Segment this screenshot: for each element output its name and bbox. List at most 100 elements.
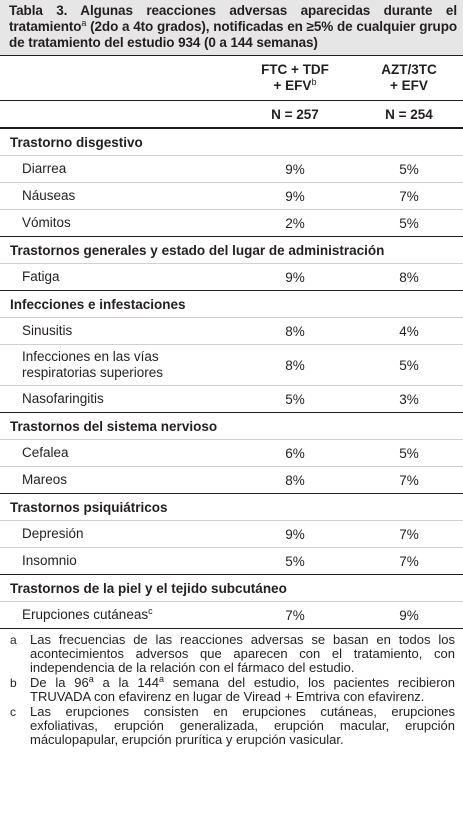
row-sup: c: [148, 606, 153, 616]
cell-value: 5%: [235, 547, 355, 575]
cell-value: 9%: [235, 263, 355, 291]
cell-value: 6%: [235, 439, 355, 467]
footnote-sup: a: [159, 674, 165, 684]
group-row: Trastornos psiquiátricos: [0, 494, 463, 521]
data-row: Vómitos 2% 5%: [0, 209, 463, 237]
row-label-cell: Diarrea: [0, 155, 235, 183]
group-name: Trastornos de la piel y el tejido subcut…: [10, 580, 287, 596]
row-label: Fatiga: [22, 269, 60, 284]
row-label-cell: Fatiga: [0, 263, 235, 291]
footnote-segment: Las erupciones consisten en erupciones c…: [30, 704, 455, 747]
row-label: Depresión: [22, 526, 84, 541]
data-row: Náuseas 9% 7%: [0, 182, 463, 210]
cell-value: 7%: [355, 182, 463, 210]
group-row: Trastornos del sistema nervioso: [0, 413, 463, 440]
group-name: Trastorno disgestivo: [10, 134, 143, 150]
row-label: Sinusitis: [22, 323, 73, 338]
footnote-mark: c: [10, 705, 16, 719]
column-header: AZT/3TC + EFV: [355, 56, 463, 101]
row-label-cell: Cefalea: [0, 439, 235, 467]
n-value: N = 257: [235, 100, 355, 129]
footnote-segment: Las frecuencias de las reacciones advers…: [30, 632, 455, 675]
group-name: Trastornos psiquiátricos: [10, 499, 168, 515]
cell-value: 8%: [355, 263, 463, 291]
row-label: Mareos: [22, 472, 68, 487]
cell-value: 5%: [355, 344, 463, 386]
row-label-cell: Insomnio: [0, 547, 235, 575]
cell-value: 7%: [355, 520, 463, 548]
group-row: Trastorno disgestivo: [0, 128, 463, 156]
footnote-text: Las erupciones consisten en erupciones c…: [30, 705, 455, 747]
group-name: Trastornos del sistema nervioso: [10, 418, 218, 434]
cell-value: 5%: [355, 439, 463, 467]
column-sup: b: [311, 77, 317, 87]
cell-value: 9%: [355, 601, 463, 629]
row-label: Erupciones cutáneas: [22, 607, 149, 622]
row-label: Nasofaringitis: [22, 391, 104, 406]
row-label-cell: Infecciones en las vías respiratorias su…: [0, 344, 235, 386]
data-row: Nasofaringitis 5% 3%: [0, 385, 463, 413]
footnote: b De la 96a a la 144a semana del estudio,…: [10, 674, 455, 704]
cell-value: 7%: [235, 601, 355, 629]
cell-value: 8%: [235, 344, 355, 386]
cell-value: 9%: [235, 182, 355, 210]
title-text: (2do a 4to grados), notificadas en ≥5% d…: [9, 19, 457, 50]
data-row: Erupciones cutáneasc 7% 9%: [0, 601, 463, 629]
cell-value: 5%: [235, 385, 355, 413]
row-label-cell: Nasofaringitis: [0, 385, 235, 413]
footnote: c Las erupciones consisten en erupciones …: [10, 705, 455, 747]
footnote-sup: a: [88, 674, 94, 684]
cell-value: 2%: [235, 209, 355, 237]
footnote-segment: a la 144: [93, 675, 160, 690]
data-row: Diarrea 9% 5%: [0, 155, 463, 183]
row-label-cell: Vómitos: [0, 209, 235, 237]
table: FTC + TDF + EFVb AZT/3TC + EFV N = 257 N = 25…: [0, 56, 463, 629]
footnotes: a Las frecuencias de las reacciones adver…: [0, 629, 463, 747]
cell-value: 9%: [235, 155, 355, 183]
column-name: AZT/3TC: [381, 62, 437, 77]
row-label: Cefalea: [22, 445, 69, 460]
group-row: Trastornos generales y estado del lugar …: [0, 237, 463, 264]
row-label: Infecciones en las vías respiratorias su…: [22, 349, 164, 380]
row-label-cell: Depresión: [0, 520, 235, 548]
row-label: Diarrea: [22, 161, 67, 176]
cell-value: 5%: [355, 155, 463, 183]
title-text: Tabla 3. Algunas reacciones adversas apa…: [9, 3, 457, 34]
n-row: N = 257 N = 254: [0, 100, 463, 129]
column-name: + EFV: [273, 78, 312, 93]
row-label-cell: Sinusitis: [0, 317, 235, 345]
group-name: Trastornos generales y estado del lugar …: [10, 242, 385, 258]
footnote-mark: a: [10, 633, 17, 647]
row-label-cell: Erupciones cutáneasc: [0, 601, 235, 629]
data-row: Cefalea 6% 5%: [0, 439, 463, 467]
cell-value: 9%: [235, 520, 355, 548]
cell-value: 4%: [355, 317, 463, 345]
data-row: Mareos 8% 7%: [0, 466, 463, 494]
group-row: Trastornos de la piel y el tejido subcut…: [0, 575, 463, 602]
data-row: Infecciones en las vías respiratorias su…: [0, 344, 463, 386]
cell-value: 7%: [355, 466, 463, 494]
row-label: Náuseas: [22, 188, 76, 203]
row-label: Insomnio: [22, 553, 77, 568]
cell-value: 7%: [355, 547, 463, 575]
data-row: Fatiga 9% 8%: [0, 263, 463, 291]
footnote-text: Las frecuencias de las reacciones advers…: [30, 633, 455, 675]
footnote-segment: De la 96: [30, 675, 89, 690]
row-label: Vómitos: [22, 215, 71, 230]
group-name: Infecciones e infestaciones: [10, 296, 186, 312]
row-label-cell: Mareos: [0, 466, 235, 494]
footnote-text: De la 96a a la 144a semana del estudio, …: [30, 674, 455, 704]
data-row: Depresión 9% 7%: [0, 520, 463, 548]
table-title: Tabla 3. Algunas reacciones adversas apa…: [0, 0, 463, 56]
header-cell: [0, 56, 235, 101]
cell-value: 3%: [355, 385, 463, 413]
group-row: Infecciones e infestaciones: [0, 291, 463, 318]
data-row: Insomnio 5% 7%: [0, 547, 463, 575]
column-name: FTC + TDF: [261, 62, 329, 77]
footnote-mark: b: [10, 676, 17, 690]
n-value: N = 254: [355, 100, 463, 129]
row-label-cell: Náuseas: [0, 182, 235, 210]
column-header: FTC + TDF + EFVb: [235, 56, 355, 101]
cell-value: 8%: [235, 466, 355, 494]
